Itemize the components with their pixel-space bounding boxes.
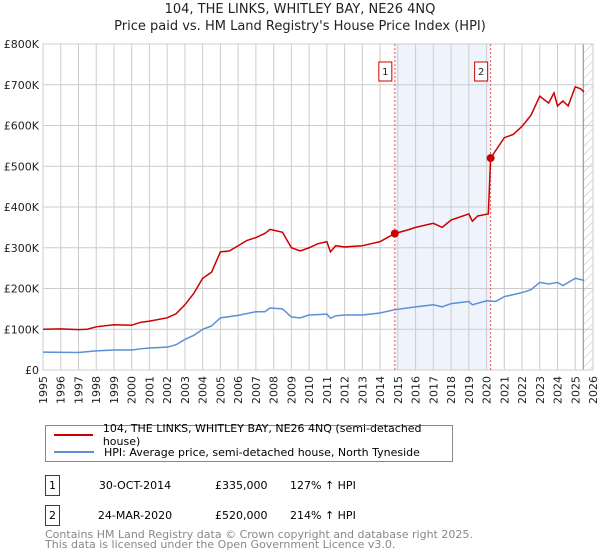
x-tick-label: 2008 bbox=[268, 376, 281, 404]
x-tick-label: 2021 bbox=[498, 376, 511, 404]
y-tick-label: £400K bbox=[4, 201, 40, 214]
x-tick-label: 2012 bbox=[339, 376, 352, 404]
x-tick-label: 2024 bbox=[552, 376, 565, 404]
footer-line: Contains HM Land Registry data © Crown c… bbox=[45, 528, 473, 541]
x-tick-label: 2000 bbox=[126, 376, 139, 404]
sale-row: 1 30-OCT-2014 £335,000 127% ↑ HPI bbox=[45, 475, 445, 497]
x-tick-label: 2026 bbox=[587, 376, 600, 404]
x-tick-label: 2015 bbox=[392, 376, 405, 404]
chart-title: 104, THE LINKS, WHITLEY BAY, NE26 4NQ bbox=[164, 2, 436, 17]
footer-line: This data is licensed under the Open Gov… bbox=[45, 538, 396, 551]
chart-svg: 1995 1996 1997 1998 1999 2000 2001 2002 2003 2004… bbox=[4, 38, 600, 404]
sale-marker-box bbox=[474, 61, 489, 82]
x-tick-label: 1996 bbox=[55, 376, 68, 404]
x-tick-label: 2007 bbox=[250, 376, 263, 404]
x-tick-label: 2006 bbox=[232, 376, 245, 404]
x-tick-label: 2023 bbox=[534, 376, 547, 404]
x-tick-label: 2019 bbox=[463, 376, 476, 404]
x-tick-label: 1998 bbox=[90, 376, 103, 404]
x-tick-label: 2005 bbox=[214, 376, 227, 404]
sale-price: £520,000 bbox=[215, 509, 268, 522]
legend-swatch bbox=[54, 451, 94, 453]
sale-marker-box bbox=[378, 61, 393, 82]
x-tick-label: 2002 bbox=[161, 376, 174, 404]
plot-frame bbox=[42, 43, 594, 371]
y-tick-label: £200K bbox=[4, 283, 40, 296]
x-tick-label: 2018 bbox=[445, 376, 458, 404]
legend-label: HPI: Average price, semi-detached house,… bbox=[104, 445, 420, 459]
y-tick-label: £300K bbox=[4, 242, 40, 255]
y-tick-label: £500K bbox=[4, 160, 40, 173]
sale-date: 24-MAR-2020 bbox=[97, 509, 173, 522]
x-tick-label: 2001 bbox=[143, 376, 156, 404]
x-tick-label: 2022 bbox=[516, 376, 529, 404]
property-series-line bbox=[42, 85, 585, 331]
y-tick-label: £800K bbox=[4, 38, 40, 51]
sale-point bbox=[486, 154, 495, 163]
sale-marker-label: 2 bbox=[478, 67, 484, 78]
sale-marker-label: 2 bbox=[45, 505, 60, 526]
hpi-series-line bbox=[42, 277, 585, 354]
y-tick-label: £600K bbox=[4, 120, 40, 133]
x-tick-label: 2011 bbox=[321, 376, 334, 404]
legend-label: 104, THE LINKS, WHITLEY BAY, NE26 4NQ (s… bbox=[102, 422, 422, 448]
x-tick-label: 2003 bbox=[179, 376, 192, 404]
legend-item-hpi: HPI: Average price, semi-detached house,… bbox=[54, 444, 420, 460]
x-tick-label: 2014 bbox=[374, 376, 387, 404]
x-tick-label: 2009 bbox=[285, 376, 298, 404]
sale-marker-label: 1 bbox=[45, 475, 60, 496]
x-tick-label: 1997 bbox=[72, 376, 85, 404]
y-tick-label: £700K bbox=[4, 79, 40, 92]
y-tick-label: £100K bbox=[4, 323, 40, 336]
sale-hpi: 127% ↑ HPI bbox=[290, 479, 356, 492]
x-tick-label: 1995 bbox=[37, 376, 50, 404]
legend-swatch bbox=[54, 434, 93, 436]
x-tick-label: 1999 bbox=[108, 376, 121, 404]
x-tick-label: 2010 bbox=[303, 376, 316, 404]
sale-hpi: 214% ↑ HPI bbox=[290, 509, 356, 522]
sale-price: £335,000 bbox=[215, 479, 268, 492]
chart-subtitle: Price paid vs. HM Land Registry's House … bbox=[114, 19, 486, 34]
x-tick-label: 2017 bbox=[427, 376, 440, 404]
x-tick-label: 2013 bbox=[356, 376, 369, 404]
sale-marker-label: 1 bbox=[382, 67, 388, 78]
x-tick-label: 2004 bbox=[197, 376, 210, 404]
sale-point bbox=[390, 229, 399, 238]
x-tick-label: 2016 bbox=[410, 376, 423, 404]
x-tick-label: 2025 bbox=[569, 376, 582, 404]
sale-row: 2 24-MAR-2020 £520,000 214% ↑ HPI bbox=[45, 505, 445, 527]
legend: 104, THE LINKS, WHITLEY BAY, NE26 4NQ (s… bbox=[45, 422, 453, 462]
footer: Contains HM Land Registry data © Crown c… bbox=[45, 528, 473, 551]
legend-item-property: 104, THE LINKS, WHITLEY BAY, NE26 4NQ (s… bbox=[54, 422, 452, 448]
sale-date: 30-OCT-2014 bbox=[98, 479, 172, 492]
x-tick-label: 2020 bbox=[481, 376, 494, 404]
y-tick-label: £0 bbox=[25, 364, 39, 377]
